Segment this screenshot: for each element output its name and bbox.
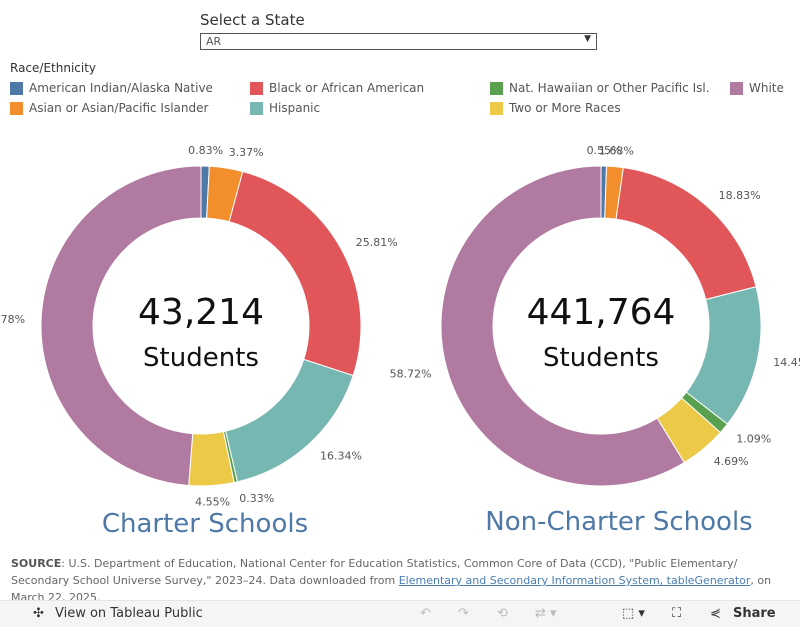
legend-item[interactable]: Asian or Asian/Pacific Islander — [10, 101, 208, 115]
state-filter-label: Select a State — [200, 11, 305, 29]
chart-title: Charter Schools — [102, 509, 308, 539]
legend-title: Race/Ethnicity — [10, 61, 97, 75]
legend-swatch — [250, 101, 263, 115]
slice-label: 4.69% — [714, 455, 749, 468]
donut-slice[interactable] — [224, 358, 354, 483]
download-icon[interactable]: ⬚ ▾ — [622, 606, 645, 621]
donut-slice[interactable] — [40, 165, 202, 487]
legend-swatch — [10, 81, 23, 95]
source-note: SOURCE: U.S. Department of Education, Na… — [11, 555, 791, 606]
share-icon[interactable]: ⋞ — [710, 606, 721, 621]
legend-swatch — [490, 101, 503, 115]
state-select[interactable]: AR ▼ — [200, 33, 597, 50]
fullscreen-icon[interactable]: ⛶ — [672, 606, 682, 621]
legend-label: White — [749, 81, 784, 95]
legend-item[interactable]: Two or More Races — [490, 101, 621, 115]
legend-label: Nat. Hawaiian or Other Pacific Isl. — [509, 81, 710, 95]
legend-item[interactable]: Black or African American — [250, 81, 424, 95]
state-select-value: AR — [206, 35, 222, 48]
share-button[interactable]: Share — [733, 606, 776, 621]
slice-label: 25.81% — [356, 236, 398, 249]
source-link[interactable]: Elementary and Secondary Information Sys… — [398, 574, 751, 587]
source-prefix: SOURCE — [11, 557, 62, 570]
legend-swatch — [730, 81, 743, 95]
legend-item[interactable]: American Indian/Alaska Native — [10, 81, 213, 95]
donut-slice[interactable] — [615, 167, 757, 301]
view-on-tableau-link[interactable]: View on Tableau Public — [55, 606, 203, 621]
legend-swatch — [490, 81, 503, 95]
legend-item[interactable]: White — [730, 81, 784, 95]
chart-title: Non-Charter Schools — [485, 507, 752, 537]
total-value: 441,764 — [527, 292, 676, 333]
legend-item[interactable]: Hispanic — [250, 101, 320, 115]
slice-label: 0.55% — [587, 144, 622, 157]
legend-label: Black or African American — [269, 81, 425, 95]
redo-icon[interactable]: ↷ — [458, 606, 469, 621]
slice-label: 16.34% — [320, 450, 362, 463]
slice-label: 1.09% — [736, 433, 771, 446]
legend-label: Two or More Races — [509, 101, 621, 115]
refresh-icon[interactable]: ⇄ ▾ — [535, 606, 557, 621]
chevron-down-icon: ▼ — [584, 34, 591, 44]
legend-item[interactable]: Nat. Hawaiian or Other Pacific Isl. — [490, 81, 710, 95]
slice-label: 1.68% — [599, 145, 634, 158]
legend-label: Asian or Asian/Pacific Islander — [29, 101, 209, 115]
tableau-logo-icon[interactable]: ✣ — [33, 606, 44, 621]
tableau-toolbar: ✣ View on Tableau Public ↶ ↷ ⟲ ⇄ ▾ ⬚ ▾ ⛶… — [0, 600, 800, 627]
legend-label: Hispanic — [269, 101, 321, 115]
slice-label: 4.55% — [195, 496, 230, 509]
total-unit: Students — [543, 343, 659, 373]
total-value: 43,214 — [138, 292, 264, 333]
total-unit: Students — [143, 343, 259, 373]
donut-charts: 0.83% 3.37% 25.81% 16.34% 0.33% 4.55% 48.78% 43… — [0, 144, 800, 539]
legend-label: American Indian/Alaska Native — [29, 81, 213, 95]
slice-label: 0.83% — [188, 144, 223, 157]
revert-icon[interactable]: ⟲ — [497, 606, 508, 621]
slice-label: 18.83% — [719, 189, 761, 202]
slice-label: 58.72% — [390, 368, 432, 381]
slice-label: 14.45% — [773, 356, 800, 369]
undo-icon[interactable]: ↶ — [420, 606, 431, 621]
slice-label: 48.78% — [0, 313, 25, 326]
donut-slice[interactable] — [440, 165, 685, 487]
slice-label: 0.33% — [239, 492, 274, 505]
legend-swatch — [10, 101, 23, 115]
legend-swatch — [250, 81, 263, 95]
source-text: : U.S. Department of Education, National… — [11, 557, 738, 587]
slice-label: 3.37% — [229, 146, 264, 159]
